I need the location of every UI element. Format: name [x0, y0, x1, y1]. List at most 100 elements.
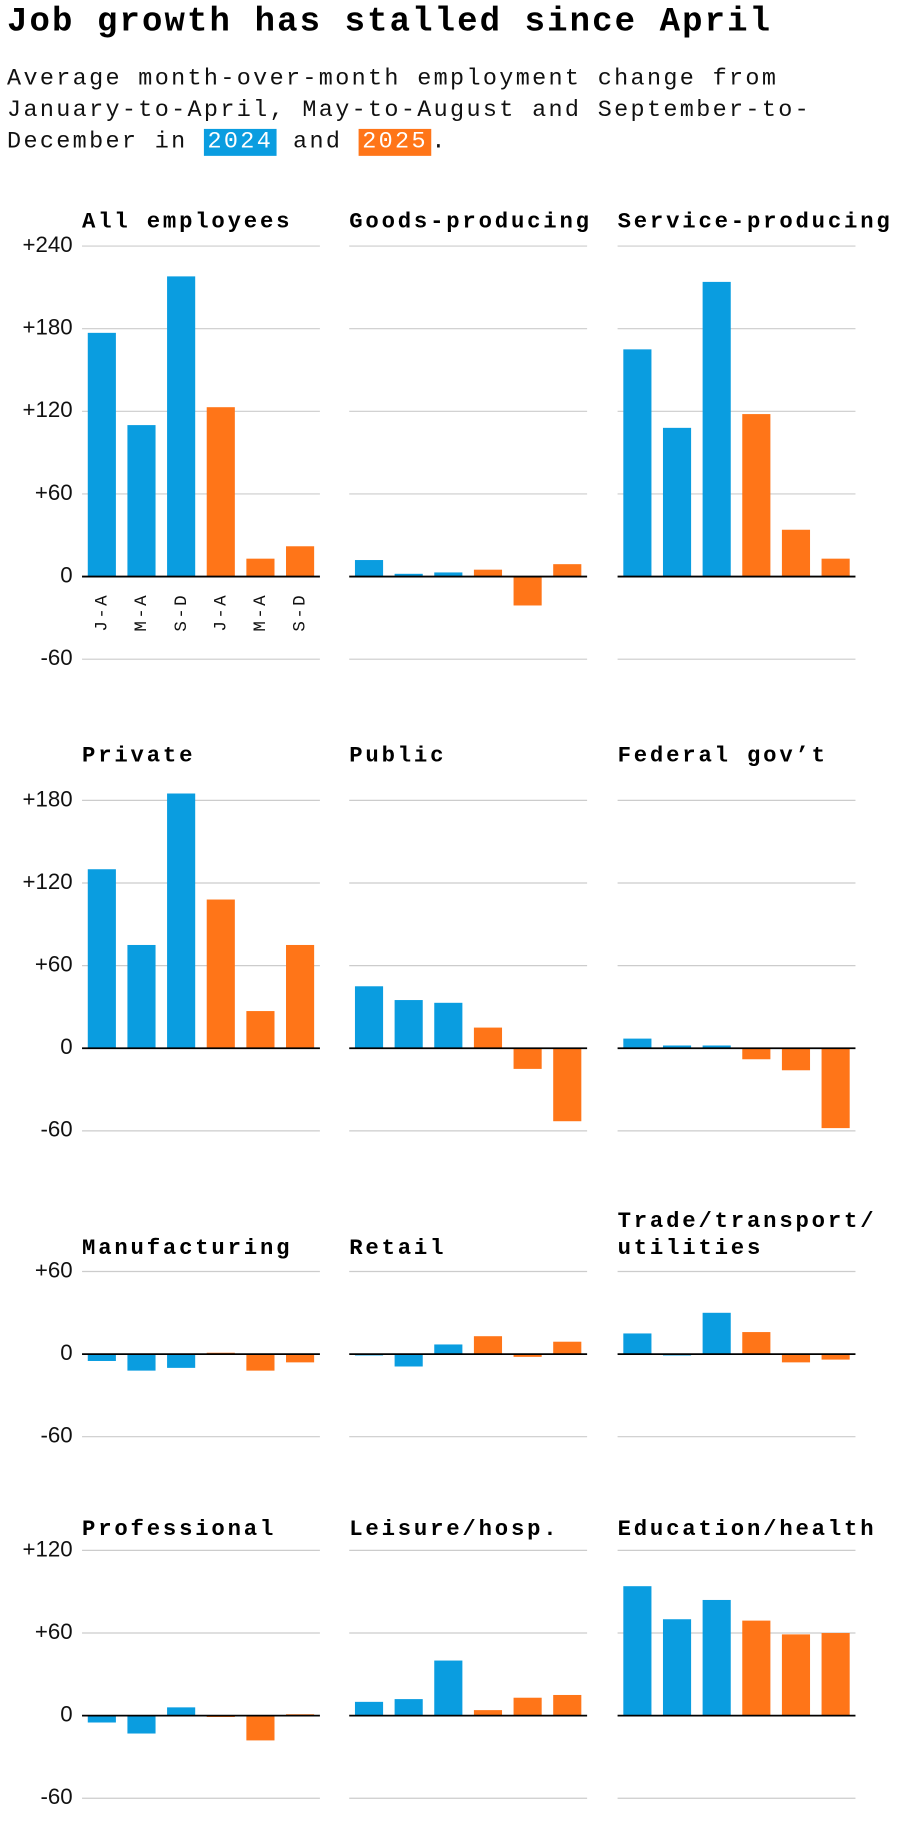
bar	[167, 1354, 196, 1368]
bar	[394, 1699, 423, 1716]
y-tick-label: 0	[60, 1340, 72, 1365]
bar	[742, 414, 771, 577]
bar	[167, 1707, 196, 1716]
page-title: Job growth has stalled since April	[7, 2, 773, 42]
bar	[473, 569, 503, 577]
panel-title: Private	[82, 742, 196, 769]
bar	[702, 1599, 731, 1716]
panel-title: Trade/transport/ utilities	[617, 1208, 877, 1261]
bar	[662, 1045, 692, 1049]
bar	[513, 1354, 542, 1357]
bar	[781, 1634, 811, 1716]
bar	[781, 529, 811, 577]
bar	[513, 576, 542, 606]
bar	[473, 1336, 503, 1355]
bar	[167, 276, 196, 577]
panel-title: Retail	[349, 1235, 447, 1261]
panel-title: Public	[349, 742, 447, 769]
bar	[87, 332, 116, 577]
bar	[394, 1354, 423, 1367]
y-tick-label: +120	[23, 1536, 73, 1561]
bar	[513, 1697, 542, 1716]
bar	[127, 425, 156, 577]
panel-title: Manufacturing	[82, 1235, 293, 1261]
bar	[286, 1354, 315, 1363]
bar	[821, 558, 850, 577]
bar	[821, 1354, 850, 1360]
bar	[513, 1048, 542, 1069]
bar	[553, 1048, 582, 1122]
legend-2025: 2025	[358, 128, 432, 156]
panel-title: Goods-producing	[349, 208, 592, 235]
y-tick-label: -60	[40, 1423, 72, 1448]
bar	[246, 1011, 275, 1049]
y-tick-label: +60	[35, 480, 73, 505]
subtitle-text: Average month-over-month employment chan…	[7, 65, 812, 156]
bar	[127, 944, 156, 1049]
bar	[473, 1027, 503, 1049]
y-tick-label: 0	[60, 1702, 72, 1727]
bar	[246, 1715, 275, 1741]
bar	[434, 1660, 463, 1716]
bar	[286, 546, 315, 577]
bar	[623, 1038, 652, 1049]
bar	[127, 1715, 156, 1734]
bar	[286, 944, 315, 1049]
bar	[742, 1048, 771, 1060]
bar	[246, 1354, 275, 1371]
x-tick-label: J-A	[92, 593, 112, 632]
bar	[662, 427, 692, 577]
y-tick-label: +120	[23, 397, 73, 422]
subtitle: Average month-over-month employment chan…	[7, 63, 827, 158]
bar	[87, 1354, 116, 1361]
bar	[553, 1694, 582, 1716]
panel-title: Service-producing	[617, 208, 893, 235]
y-tick-label: +60	[35, 952, 73, 977]
x-tick-label: S-D	[172, 593, 192, 632]
bar	[821, 1633, 850, 1716]
bar	[354, 1701, 384, 1716]
y-tick-label: +180	[23, 315, 73, 340]
bar	[623, 1333, 652, 1355]
y-tick-label: +240	[23, 232, 73, 257]
x-tick-label: J-A	[211, 593, 231, 632]
panel-title: All employees	[82, 208, 293, 235]
y-tick-label: +120	[23, 869, 73, 894]
bar	[246, 558, 275, 577]
bar	[623, 349, 652, 577]
bar	[623, 1586, 652, 1716]
y-tick-label: +60	[35, 1257, 73, 1282]
y-tick-label: -60	[40, 645, 72, 670]
panel-title: Leisure/hosp.	[349, 1516, 560, 1543]
y-tick-label: 0	[60, 1034, 72, 1059]
bar	[553, 1341, 582, 1355]
bar	[206, 899, 235, 1049]
bar	[702, 1312, 731, 1355]
legend-2024: 2024	[203, 128, 277, 156]
bar	[354, 986, 384, 1049]
subtitle-joiner: and	[293, 128, 343, 156]
bar	[87, 869, 116, 1049]
x-tick-label: S-D	[291, 593, 311, 632]
y-tick-label: 0	[60, 562, 72, 587]
x-tick-label: M-A	[251, 593, 271, 632]
bar	[781, 1048, 811, 1071]
bar	[473, 1710, 503, 1716]
bar	[702, 281, 731, 577]
bar	[662, 1619, 692, 1716]
subtitle-end: .	[431, 128, 448, 156]
bar	[553, 564, 582, 577]
bar	[394, 1000, 423, 1049]
bar	[354, 560, 384, 577]
bar	[394, 573, 423, 577]
bar	[821, 1048, 850, 1129]
bar	[127, 1354, 156, 1371]
bar	[434, 572, 463, 577]
y-tick-label: +180	[23, 786, 73, 811]
y-tick-label: -60	[40, 1117, 72, 1142]
y-tick-label: +60	[35, 1619, 73, 1644]
y-tick-label: -60	[40, 1784, 72, 1809]
x-tick-label: M-A	[132, 593, 152, 632]
